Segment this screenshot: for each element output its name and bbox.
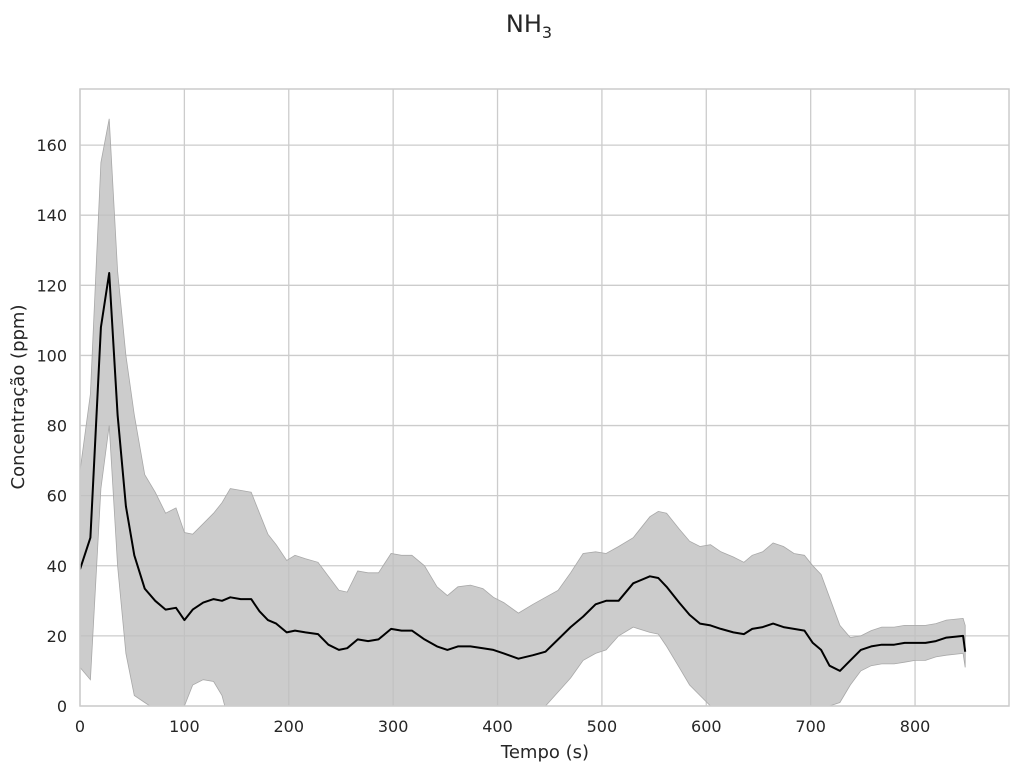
y-tick-labels: 0 20 40 60 80 100 120 140 160 bbox=[36, 136, 67, 716]
chart-title-main: NH bbox=[506, 10, 542, 38]
x-tick-label-0: 0 bbox=[75, 717, 85, 736]
y-tick-label-1: 20 bbox=[47, 627, 67, 646]
x-tick-label-3: 300 bbox=[378, 717, 409, 736]
x-tick-label-8: 800 bbox=[900, 717, 931, 736]
y-tick-label-5: 100 bbox=[36, 346, 67, 365]
y-tick-label-0: 0 bbox=[57, 697, 67, 716]
x-tick-labels: 0 100 200 300 400 500 600 700 800 bbox=[75, 717, 930, 736]
x-tick-label-2: 200 bbox=[273, 717, 304, 736]
x-tick-label-5: 500 bbox=[587, 717, 618, 736]
x-tick-label-7: 700 bbox=[795, 717, 826, 736]
confidence-band-0 bbox=[80, 119, 965, 771]
x-tick-label-1: 100 bbox=[169, 717, 200, 736]
x-tick-label-6: 600 bbox=[691, 717, 722, 736]
y-tick-label-7: 140 bbox=[36, 206, 67, 225]
y-tick-label-6: 120 bbox=[36, 276, 67, 295]
y-tick-label-2: 40 bbox=[47, 557, 67, 576]
chart-title-subscript: 3 bbox=[542, 23, 552, 42]
y-tick-label-4: 80 bbox=[47, 417, 67, 436]
chart-title: NH3 bbox=[506, 10, 552, 42]
y-tick-label-3: 60 bbox=[47, 487, 67, 506]
confidence-band-layer bbox=[80, 119, 965, 771]
x-tick-label-4: 400 bbox=[482, 717, 513, 736]
y-tick-label-8: 160 bbox=[36, 136, 67, 155]
y-axis-label: Concentração (ppm) bbox=[8, 305, 29, 490]
x-axis-label: Tempo (s) bbox=[500, 742, 589, 763]
